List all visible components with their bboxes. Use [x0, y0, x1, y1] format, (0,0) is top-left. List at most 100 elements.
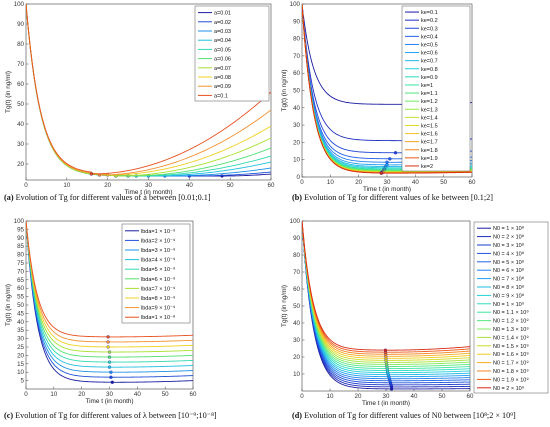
x-tick-label: 30	[384, 179, 391, 186]
panel-caption: (d) Evolution of Tg for different values…	[292, 411, 516, 420]
legend-entry: ke=1.5	[421, 123, 438, 129]
x-tick-label: 10	[327, 179, 334, 186]
series-line	[26, 4, 271, 177]
y-tick-label: 60	[293, 70, 300, 77]
series-line	[302, 221, 470, 380]
series-line	[26, 4, 271, 176]
legend-entry: ke=1.4	[421, 115, 438, 121]
y-tick-label: 65	[17, 277, 24, 284]
y-tick-label: 80	[17, 252, 24, 259]
legend-entry: a=0.07	[214, 66, 231, 72]
y-tick-label: 45	[17, 310, 24, 317]
legend-entry: lbda=3 × 10⁻⁹	[141, 247, 175, 254]
y-tick-label: 80	[17, 41, 24, 48]
y-tick-label: 90	[17, 235, 24, 242]
y-tick-label: 15	[17, 361, 24, 368]
x-tick-label: 40	[134, 391, 141, 398]
x-tick-label: 20	[78, 391, 85, 398]
y-tick-label: 40	[293, 320, 300, 327]
y-tick-label: 70	[17, 268, 24, 275]
series-min-marker	[107, 355, 112, 359]
legend-entry: N0 = 1.9 × 10⁹	[493, 376, 529, 383]
legend-entry: ke=0.6	[421, 51, 438, 57]
legend-entry: lbda=1 × 10⁻⁸	[141, 314, 175, 321]
legend-entry: a=0.01	[214, 11, 231, 17]
y-tick-label: 100	[290, 218, 301, 225]
caption-text: Evolution of Tg for different values of …	[302, 411, 516, 420]
panel-caption: (c) Evolution of Tg for different values…	[4, 411, 217, 420]
legend-entry: lbda=5 × 10⁻⁹	[141, 266, 175, 273]
legend-entry: N0 = 9 × 10⁸	[493, 292, 524, 299]
y-tick-label: 60	[17, 81, 24, 88]
x-tick-label: 0	[300, 179, 304, 186]
legend-entry: a=0.05	[214, 47, 231, 53]
series-group	[26, 4, 271, 178]
y-tick-label: 85	[17, 243, 24, 250]
series-line	[302, 221, 470, 378]
series-min-marker	[383, 348, 388, 352]
legend-entry: a=0.06	[214, 57, 231, 63]
legend-entry: ke=1.9	[421, 156, 438, 162]
x-axis-label: Time t (in month)	[85, 398, 133, 405]
legend-entry: N0 = 8 × 10⁸	[493, 284, 524, 291]
series-line	[302, 221, 470, 390]
legend-entry: N0 = 1.3 × 10⁹	[493, 326, 529, 333]
x-tick-label: 60	[469, 179, 476, 186]
y-tick-label: 20	[293, 139, 300, 146]
legend-entry: lbda=2 × 10⁻⁹	[141, 237, 175, 244]
legend-entry: N0 = 1 × 10⁹	[493, 301, 524, 308]
legend-entry: ke=0.8	[421, 67, 438, 73]
y-tick-label: 40	[17, 319, 24, 326]
legend-entry: N0 = 1.5 × 10⁹	[493, 343, 529, 350]
y-axis-label: Tg(t) (in ng/ml)	[5, 71, 12, 113]
legend-entry: lbda=4 × 10⁻⁹	[141, 257, 175, 264]
x-tick-label: 40	[186, 182, 193, 189]
legend-entry: N0 = 1 × 10⁸	[493, 225, 524, 232]
y-tick-label: 70	[293, 269, 300, 276]
legend-entry: a=0.1	[214, 93, 228, 99]
y-tick-label: 100	[14, 1, 25, 8]
y-tick-label: 50	[293, 303, 300, 310]
legend-entry: N0 = 1.2 × 10⁹	[493, 318, 529, 325]
x-tick-label: 10	[63, 182, 70, 189]
legend-entry: N0 = 1.7 × 10⁹	[493, 360, 529, 367]
x-tick-label: 50	[227, 182, 234, 189]
y-tick-label: 10	[293, 157, 300, 164]
legend-entry: N0 = 1.4 × 10⁹	[493, 334, 529, 341]
x-tick-label: 0	[300, 393, 304, 400]
x-tick-label: 0	[24, 182, 28, 189]
legend-entry: lbda=8 × 10⁻⁹	[141, 295, 175, 302]
legend-entry: N0 = 3 × 10⁸	[493, 242, 524, 249]
legend-entry: ke=1.2	[421, 99, 438, 105]
y-tick-label: 90	[17, 21, 24, 28]
y-axis-label: Tg(t) (in ng/ml)	[281, 285, 288, 327]
x-tick-label: 50	[162, 391, 169, 398]
legend-entry: a=0.03	[214, 29, 231, 35]
legend-entry: ke=2	[421, 164, 433, 170]
y-axis-label: Tg(t) (in ng/ml)	[281, 70, 288, 112]
x-tick-label: 20	[104, 182, 111, 189]
y-tick-label: 30	[293, 122, 300, 129]
series-min-marker	[107, 360, 112, 364]
legend-entry: lbda=6 × 10⁻⁹	[141, 276, 175, 283]
panel-caption: (b) Evolution of Tg for different values…	[292, 193, 493, 202]
legend-entry: ke=1	[421, 83, 433, 89]
legend-entry: lbda=1 × 10⁻⁹	[141, 228, 175, 235]
chart-panel-c: 0 10 20 30 40 50 60510152025303540455055606570…	[4, 218, 217, 420]
caption-label: (d)	[292, 411, 302, 420]
legend-entry: a=0.09	[214, 84, 231, 90]
chart-panel-b: 0 10 20 30 40 50 60 0 10 20 30 40 50 60 70 80 90 100 Time …	[281, 1, 493, 202]
y-axis-label: Tg(t) (in ng/ml)	[5, 284, 12, 326]
series-min-marker	[379, 171, 383, 175]
legend-entry: N0 = 2 × 10⁹	[493, 385, 524, 392]
y-tick-label: 70	[17, 61, 24, 68]
x-tick-label: 60	[467, 393, 474, 400]
y-tick-label: 5	[21, 378, 25, 385]
series-min-marker	[107, 350, 112, 354]
chart-panel-d: 0 10 20 30 40 50 60 10 20 30 40 50 60 70 80 90 100 Time t…	[281, 218, 549, 420]
x-tick-label: 30	[145, 182, 152, 189]
y-tick-label: 95	[17, 226, 24, 233]
x-axis-label: Time t (in month)	[363, 186, 411, 193]
series-min-marker	[89, 172, 93, 176]
legend-entry: ke=1.1	[421, 91, 438, 97]
